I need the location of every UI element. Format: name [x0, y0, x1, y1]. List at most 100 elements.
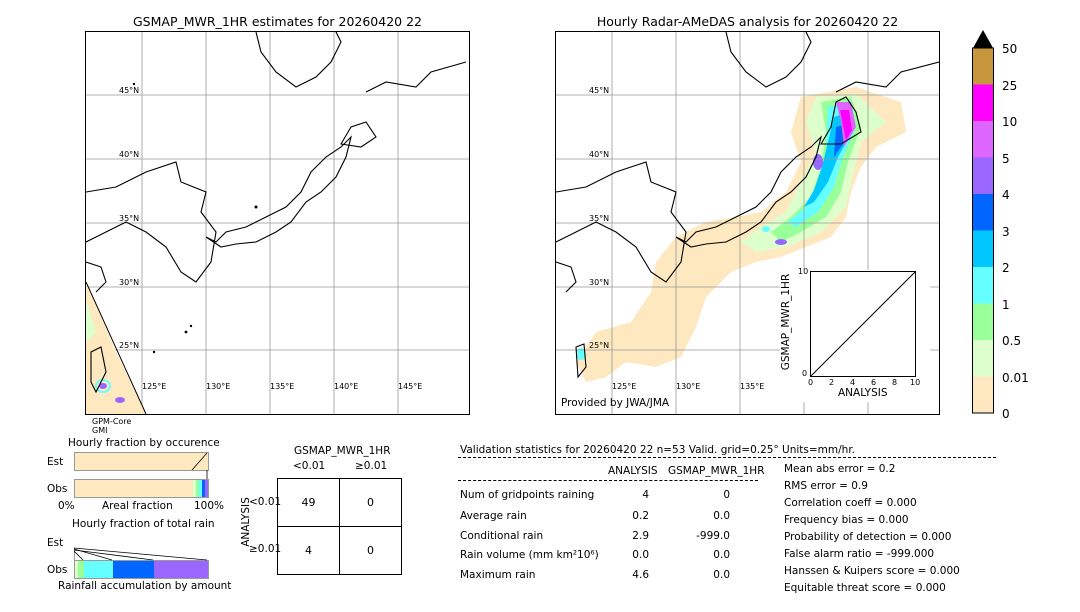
scatter-xlabel: ANALYSIS [838, 387, 888, 399]
validation-header: Validation statistics for 20260420 22 n=… [460, 444, 856, 456]
score-far: False alarm ratio = -999.000 [784, 548, 935, 560]
colorbar-label-0.5: 0.5 [1002, 334, 1022, 348]
sensor-label: GMI [92, 426, 108, 435]
occurrence-obs-bar [74, 479, 209, 498]
contingency-row-lt: <0.01 [249, 496, 282, 508]
colorbar-segment [972, 376, 994, 414]
colorbar-segment [972, 340, 994, 377]
scatter-ytick-10: 10 [798, 267, 809, 276]
colorbar-segment [972, 84, 994, 122]
contingency-row-ge: ≥0.01 [249, 543, 282, 555]
scatter-ytick-0: 0 [802, 369, 808, 378]
right-lat-label-30: 30°N [589, 278, 610, 287]
stat-label-volume: Rain volume (mm km²10⁶) [460, 549, 599, 561]
colorbar-extend-arrow [973, 30, 993, 48]
colorbar-label-50: 50 [1002, 42, 1018, 56]
colorbar-segment [972, 194, 994, 231]
stat-gsmap-average: 0.0 [713, 510, 730, 522]
contingency-cell-b: 0 [339, 478, 402, 527]
right-coastlines [556, 32, 939, 379]
scatter-diagonal [811, 272, 915, 376]
stat-gsmap-volume: 0.0 [713, 549, 730, 561]
left-lat-label-25: 25°N [119, 341, 140, 350]
left-lat-label-45: 45°N [119, 86, 140, 95]
colorbar-label-4: 4 [1002, 188, 1010, 202]
colorbar-label-10: 10 [1002, 115, 1018, 129]
left-lat-label-35: 35°N [119, 214, 140, 223]
contingency-col-ge: ≥0.01 [355, 460, 388, 472]
colorbar [972, 30, 994, 414]
satellite-label: GPM-Core [92, 417, 132, 426]
contingency-title: GSMAP_MWR_1HR [294, 445, 391, 457]
right-lat-label-25: 25°N [589, 341, 610, 350]
colorbar-label-25: 25 [1002, 79, 1018, 93]
left-lon-label-130: 130°E [206, 382, 231, 391]
stat-label-average: Average rain [460, 510, 527, 522]
stat-analysis-maximum: 4.6 [632, 569, 649, 581]
occurrence-est-bar [74, 452, 209, 471]
stat-label-gridpoints: Num of gridpoints raining [460, 489, 595, 501]
left-map-gridlines [86, 32, 469, 414]
colorbar-label-5: 5 [1002, 152, 1010, 166]
left-lon-label-125: 125°E [142, 382, 167, 391]
scatter-xtick-8: 8 [892, 378, 898, 387]
provider-credit: Provided by JWA/JMA [561, 397, 670, 409]
occurrence-obs-label: Obs [47, 483, 68, 495]
validation-divider-top [458, 457, 996, 458]
stat-label-maximum: Maximum rain [460, 569, 536, 581]
contingency-cell-c: 4 [277, 526, 340, 575]
contingency-col-lt: <0.01 [293, 460, 326, 472]
scatter-ylabel: GSMAP_MWR_1HR [780, 273, 792, 371]
left-map[interactable]: 45°N 40°N 35°N 30°N 25°N 125°E 130°E 135… [85, 31, 470, 415]
right-lat-label-35: 35°N [589, 214, 610, 223]
stat-analysis-gridpoints: 4 [642, 489, 649, 501]
validation-col-analysis: ANALYSIS [608, 465, 658, 477]
colorbar-segment [972, 230, 994, 268]
stat-gsmap-conditional: -999.0 [696, 530, 730, 542]
colorbar-segment [972, 267, 994, 304]
scatter-inset: 10 0 0 2 4 6 8 10 ANALYSIS GSMAP_MWR_1HR [780, 267, 930, 402]
total-rain-caption: Rainfall accumulation by amount [58, 580, 232, 592]
colorbar-graphic [972, 30, 994, 414]
score-correlation: Correlation coeff = 0.000 [784, 497, 917, 509]
validation-divider-mid [458, 480, 758, 481]
colorbar-segment [972, 48, 994, 85]
stat-gsmap-maximum: 0.0 [713, 569, 730, 581]
scatter-xtick-0: 0 [808, 378, 814, 387]
right-map[interactable]: 45°N 40°N 35°N 30°N 25°N 125°E 130°E 135… [555, 31, 940, 415]
occurrence-axis-left: 0% [58, 500, 75, 512]
left-lon-label-140: 140°E [334, 382, 359, 391]
total-rain-obs-bar [74, 560, 209, 579]
right-lon-label-125: 125°E [612, 382, 637, 391]
colorbar-label-1: 1 [1002, 298, 1010, 312]
left-map-title: GSMAP_MWR_1HR estimates for 20260420 22 [133, 14, 422, 29]
scatter-xtick-10: 10 [910, 378, 921, 387]
colorbar-label-0: 0 [1002, 407, 1010, 421]
right-lat-label-40: 40°N [589, 150, 610, 159]
right-lat-label-45: 45°N [589, 86, 610, 95]
score-mae: Mean abs error = 0.2 [784, 463, 896, 475]
left-lon-label-135: 135°E [270, 382, 295, 391]
left-lat-label-30: 30°N [119, 278, 140, 287]
colorbar-segment [972, 303, 994, 341]
score-pod: Probability of detection = 0.000 [784, 531, 952, 543]
left-lat-label-40: 40°N [119, 150, 140, 159]
contingency-cell-d: 0 [339, 526, 402, 575]
score-ets: Equitable threat score = 0.000 [784, 582, 946, 594]
left-coastlines [86, 32, 467, 394]
total-rain-title: Hourly fraction of total rain [72, 518, 215, 530]
total-rain-connector [74, 547, 208, 561]
total-rain-obs-label: Obs [47, 564, 68, 576]
right-lon-label-135: 135°E [740, 382, 765, 391]
contingency-cell-a: 49 [277, 478, 340, 527]
scatter-xtick-2: 2 [829, 378, 835, 387]
occurrence-axis-mid: Areal fraction [102, 500, 173, 512]
colorbar-label-0.01: 0.01 [1002, 371, 1029, 385]
right-map-title: Hourly Radar-AMeDAS analysis for 2026042… [596, 14, 899, 29]
colorbar-segment [972, 157, 994, 195]
colorbar-label-2: 2 [1002, 261, 1010, 275]
occurrence-est-label: Est [47, 456, 64, 468]
score-frequency-bias: Frequency bias = 0.000 [784, 514, 909, 526]
occurrence-axis-right: 100% [194, 500, 225, 512]
validation-col-gsmap: GSMAP_MWR_1HR [668, 465, 765, 477]
